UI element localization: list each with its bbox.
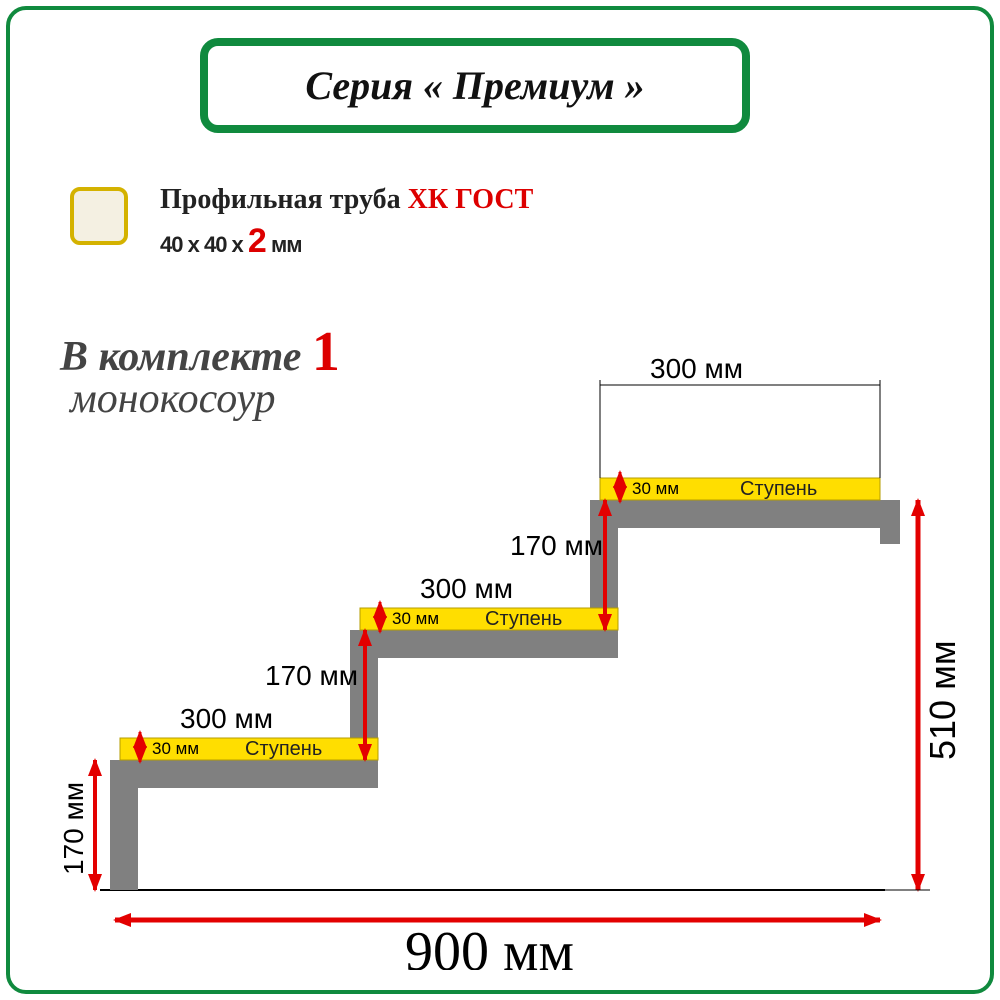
svg-text:170 мм: 170 мм [60, 782, 89, 875]
stair-diagram: Ступень Ступень Ступень 30 мм 30 мм 30 м… [60, 330, 960, 970]
profile-prefix: Профильная труба [160, 184, 408, 215]
profile-line-1: Профильная труба ХК ГОСТ [160, 184, 533, 216]
svg-text:30 мм: 30 мм [632, 479, 679, 498]
rise-arrow-1: 170 мм [60, 760, 95, 890]
svg-text:30 мм: 30 мм [392, 609, 439, 628]
step-label-2: Ступень [485, 608, 562, 630]
total-height-arrow: 510 мм [880, 500, 960, 890]
profile-tube-icon [70, 187, 128, 245]
tread-dim-1: 300 мм [180, 703, 273, 734]
title-box: Серия « Премиум » [200, 38, 750, 133]
total-width-arrow: 900 мм [115, 920, 880, 970]
step-label-3: Ступень [740, 478, 817, 500]
svg-text:170 мм: 170 мм [265, 660, 358, 691]
tread-dim-2: 300 мм [420, 573, 513, 604]
svg-text:510 мм: 510 мм [922, 640, 960, 760]
step-label-1: Ступень [245, 738, 322, 760]
profile-red-gost: ХК ГОСТ [408, 184, 534, 215]
tread-dim-3: 300 мм [650, 353, 743, 384]
title-text: Серия « Премиум » [305, 62, 644, 109]
svg-text:30 мм: 30 мм [152, 739, 199, 758]
svg-text:900 мм: 900 мм [405, 921, 574, 970]
metal-stringer [110, 500, 900, 890]
profile-line-2: 40 x 40 x 2 мм [160, 222, 302, 261]
svg-text:170 мм: 170 мм [510, 530, 603, 561]
profile-thickness-red: 2 [248, 222, 266, 260]
